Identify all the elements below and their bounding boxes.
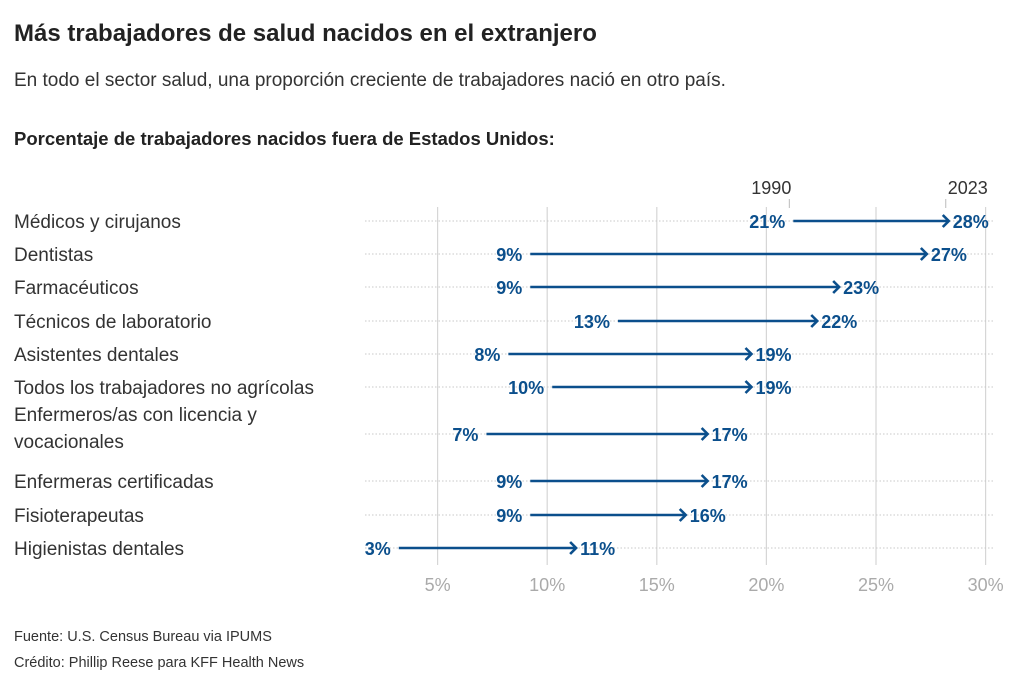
x-tick-label: 30% bbox=[968, 575, 1004, 595]
arrowhead bbox=[832, 280, 841, 294]
arrowhead bbox=[810, 314, 820, 328]
arrowhead bbox=[919, 247, 929, 261]
value-1990: 9% bbox=[496, 245, 522, 265]
row: Médicos y cirujanos 21% 28% bbox=[14, 212, 995, 233]
row: Farmacéuticos 9% 23% bbox=[14, 278, 995, 299]
x-tick-label: 15% bbox=[639, 575, 675, 595]
arrowhead bbox=[700, 427, 710, 441]
value-1990: 7% bbox=[452, 425, 478, 445]
x-tick-label: 20% bbox=[748, 575, 784, 595]
row: Asistentes dentales 8% 19% bbox=[14, 345, 995, 366]
value-2023: 19% bbox=[755, 345, 791, 365]
value-2023: 27% bbox=[931, 245, 967, 265]
row: Técnicos de laboratorio 13% 22% bbox=[14, 312, 995, 333]
arrowhead bbox=[569, 541, 578, 555]
value-2023: 11% bbox=[580, 539, 615, 559]
rows: Médicos y cirujanos 21% 28% Dentistas 9% 27% F… bbox=[14, 212, 995, 560]
row-label: Técnicos de laboratorio bbox=[14, 312, 212, 333]
row-label: Asistentes dentales bbox=[14, 345, 179, 366]
row-label: Enfermeros/as con licencia y bbox=[14, 405, 257, 426]
row-label: Todos los trabajadores no agrícolas bbox=[14, 378, 314, 399]
year-legend: 1990 2023 bbox=[751, 178, 988, 208]
arrowhead bbox=[700, 474, 710, 488]
value-2023: 23% bbox=[843, 278, 879, 298]
row: Dentistas 9% 27% bbox=[14, 245, 995, 266]
x-tick-label: 25% bbox=[858, 575, 894, 595]
row-label: vocacionales bbox=[14, 432, 124, 453]
value-1990: 9% bbox=[496, 506, 522, 526]
arrowhead bbox=[941, 214, 951, 228]
row: Enfermeras certificadas 9% 17% bbox=[14, 472, 995, 493]
chart-title: Más trabajadores de salud nacidos en el … bbox=[14, 20, 597, 47]
row-label: Médicos y cirujanos bbox=[14, 212, 181, 233]
value-2023: 28% bbox=[953, 212, 989, 232]
arrowhead bbox=[678, 508, 688, 522]
value-1990: 21% bbox=[749, 212, 785, 232]
value-1990: 3% bbox=[365, 539, 391, 559]
row-label: Enfermeras certificadas bbox=[14, 472, 214, 493]
row-label: Higienistas dentales bbox=[14, 539, 184, 560]
row: Higienistas dentales 3% 11% bbox=[14, 539, 995, 560]
value-1990: 13% bbox=[574, 312, 610, 332]
row-label: Dentistas bbox=[14, 245, 93, 266]
row: Fisioterapeutas 9% 16% bbox=[14, 506, 995, 527]
value-1990: 10% bbox=[508, 378, 544, 398]
value-2023: 16% bbox=[690, 506, 726, 526]
chart-heading: Porcentaje de trabajadores nacidos fuera… bbox=[14, 128, 555, 149]
value-1990: 9% bbox=[496, 472, 522, 492]
arrowhead bbox=[744, 347, 754, 361]
row-label: Fisioterapeutas bbox=[14, 506, 144, 527]
row: Enfermeros/as con licencia y vocacionales… bbox=[14, 405, 995, 453]
value-2023: 19% bbox=[755, 378, 791, 398]
x-tick-label: 5% bbox=[425, 575, 451, 595]
value-1990: 8% bbox=[474, 345, 500, 365]
value-1990: 9% bbox=[496, 278, 522, 298]
chart-subtitle: En todo el sector salud, una proporción … bbox=[14, 70, 726, 91]
row: Todos los trabajadores no agrícolas 10% 19… bbox=[14, 378, 995, 399]
gridlines: 5% 10% 15% 20% 25% 30% bbox=[425, 207, 1004, 595]
arrowhead bbox=[744, 380, 754, 394]
value-2023: 17% bbox=[712, 472, 748, 492]
x-tick-label: 10% bbox=[529, 575, 565, 595]
value-2023: 17% bbox=[712, 425, 748, 445]
credit-note: Crédito: Phillip Reese para KFF Health N… bbox=[14, 655, 304, 671]
legend-1990: 1990 bbox=[751, 178, 791, 198]
value-2023: 22% bbox=[821, 312, 857, 332]
row-label: Farmacéuticos bbox=[14, 278, 139, 299]
legend-2023: 2023 bbox=[948, 178, 988, 198]
source-note: Fuente: U.S. Census Bureau via IPUMS bbox=[14, 629, 272, 645]
